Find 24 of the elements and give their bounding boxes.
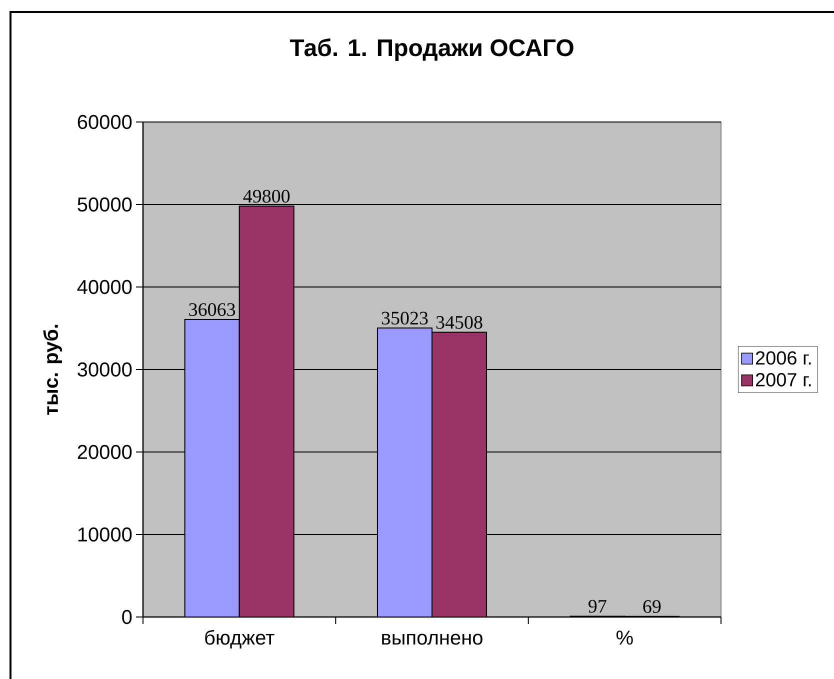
data-label: 34508 [436,316,482,329]
data-label: 35023 [382,312,428,325]
y-tick-label: 60000 [78,114,132,130]
y-tick-label: 40000 [77,280,132,294]
y-tick-label: 10000 [78,527,132,542]
data-label: 97 [588,600,606,613]
legend-label: 2007 г. [756,372,811,386]
chart-title: Таб. 1. Продажи ОСАГО [290,38,574,61]
x-tick-label: выполнено [382,634,482,645]
legend-label: 2006 г. [756,351,811,365]
data-label: 49800 [243,190,290,203]
y-tick-label: 20000 [78,444,132,460]
y-tick-label: 0 [122,610,132,624]
y-axis-title: тыс. руб. [43,324,62,415]
bar [376,328,433,617]
data-label: 36063 [189,303,236,316]
bar [184,318,240,617]
y-tick-label: 50000 [78,197,132,212]
data-label: 69 [643,600,661,613]
bar [238,206,294,617]
x-tick-label: бюджет [205,630,274,649]
bar [432,332,488,617]
y-tick-label: 30000 [78,362,132,377]
x-tick-label: % [616,630,633,645]
